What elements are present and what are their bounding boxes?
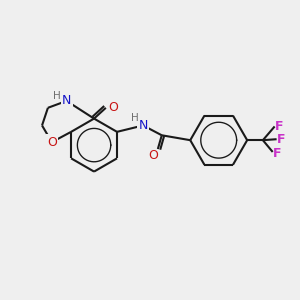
Text: F: F — [273, 147, 282, 161]
Text: O: O — [109, 101, 118, 114]
Text: F: F — [277, 133, 286, 146]
Text: H: H — [131, 112, 139, 123]
Text: O: O — [148, 149, 158, 162]
Text: F: F — [275, 120, 284, 133]
Text: N: N — [62, 94, 71, 107]
Text: H: H — [53, 91, 61, 101]
Text: O: O — [47, 136, 57, 148]
Text: N: N — [138, 119, 148, 132]
